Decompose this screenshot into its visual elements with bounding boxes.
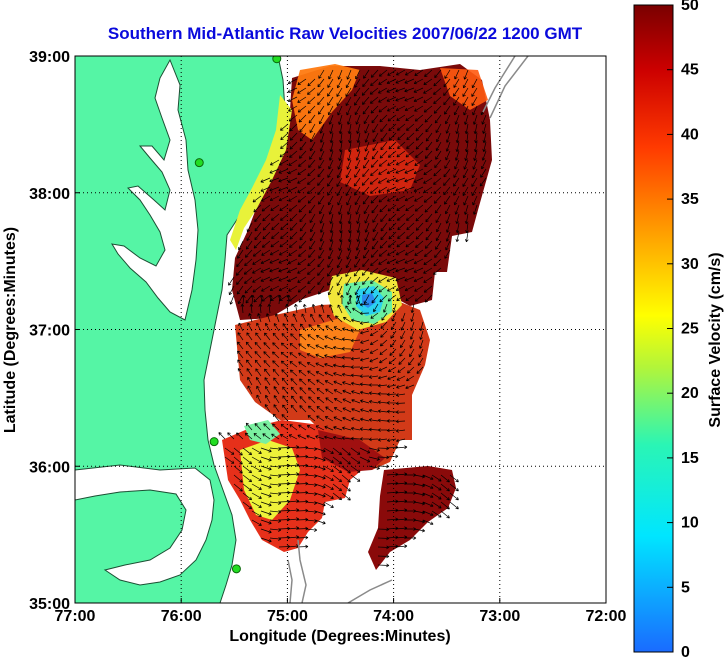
x-tick-label: 73:00 bbox=[479, 608, 520, 625]
x-tick-label: 76:00 bbox=[161, 608, 202, 625]
speed-region-southeast bbox=[368, 466, 456, 570]
colorbar-gradient bbox=[633, 4, 674, 653]
y-axis-label: Latitude (Degrees:Minutes) bbox=[2, 227, 19, 433]
colorbar-tick-label: 50 bbox=[681, 0, 699, 14]
colorbar-tick-label: 10 bbox=[681, 515, 699, 532]
chesapeake-bay bbox=[111, 58, 199, 321]
speed-region-southern-dark bbox=[318, 430, 385, 472]
pamlico-sound bbox=[75, 464, 215, 586]
colorbar-tick-label: 40 bbox=[681, 126, 699, 143]
colorbar-tick-label: 30 bbox=[681, 256, 699, 273]
bathymetry-contours bbox=[287, 56, 529, 603]
y-tick-label: 39:00 bbox=[29, 49, 70, 66]
x-tick-label: 77:00 bbox=[55, 608, 96, 625]
colorbar-tick-label: 35 bbox=[681, 191, 699, 208]
velocity-field bbox=[218, 64, 492, 570]
radar-site-marker bbox=[231, 564, 241, 574]
speed-region-red-mid bbox=[340, 140, 420, 196]
speed-region-southern-yellow bbox=[240, 440, 300, 520]
colorbar-tick-label: 20 bbox=[681, 385, 699, 402]
colorbar: 0 5 10 15 20 25 30 35 40 45 50 Surface Velocity (c… bbox=[633, 0, 724, 659]
colorbar-tick-label: 25 bbox=[681, 321, 699, 338]
y-tick-label: 35:00 bbox=[29, 596, 70, 613]
velocity-arrows bbox=[218, 69, 487, 568]
colorbar-label: Surface Velocity (cm/s) bbox=[707, 252, 724, 427]
speed-region-nearshore-yellow bbox=[230, 95, 292, 250]
x-axis-label: Longitude (Degrees:Minutes) bbox=[229, 628, 450, 645]
colorbar-tick-label: 45 bbox=[681, 62, 699, 79]
x-tick-label: 74:00 bbox=[373, 608, 414, 625]
radar-site-marker bbox=[272, 56, 282, 64]
grid-lines bbox=[75, 56, 606, 603]
speed-region-orange-east bbox=[440, 68, 488, 110]
radar-sites bbox=[194, 56, 282, 574]
colorbar-tick-label: 0 bbox=[681, 644, 690, 659]
y-tick-label: 37:00 bbox=[29, 323, 70, 340]
x-tick-label: 72:00 bbox=[586, 608, 627, 625]
speed-region-southern-green bbox=[244, 420, 280, 444]
velocity-arrow-set bbox=[218, 69, 487, 568]
colorbar-tick-label: 5 bbox=[681, 579, 690, 596]
x-tick-label: 75:00 bbox=[267, 608, 308, 625]
x-axis: 77:00 76:00 75:00 74:00 73:00 72:00 bbox=[55, 598, 627, 625]
colorbar-tick-label: 15 bbox=[681, 450, 699, 467]
y-axis: 35:00 36:00 37:00 38:00 39:00 bbox=[29, 49, 80, 613]
y-tick-label: 38:00 bbox=[29, 186, 70, 203]
chart-title: Southern Mid-Atlantic Raw Velocities 200… bbox=[108, 24, 583, 43]
colorbar-ticks: 0 5 10 15 20 25 30 35 40 45 50 bbox=[667, 0, 699, 659]
radar-site-marker bbox=[209, 437, 219, 447]
y-tick-label: 36:00 bbox=[29, 459, 70, 476]
radar-site-marker bbox=[194, 158, 204, 168]
